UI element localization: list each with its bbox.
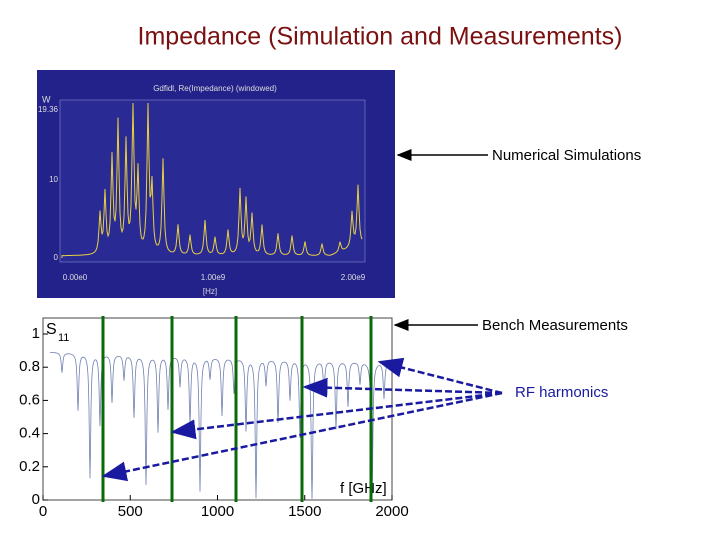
measurement-panel: S 11 f [GHz] 0 0.2 0.4 0.6 0.8 1 0 500 1000 1500 2… [19,316,409,520]
y-tick-label: 1 [32,325,40,342]
annotation: Numerical Simulations [492,147,641,164]
y-axis-label-sub: 11 [58,332,69,344]
y-tick-label: 0 [32,491,40,508]
y-axis-label: S [46,321,57,338]
x-tick-label: 1000 [201,503,234,520]
harmonic-arrow [302,377,503,398]
y-tick-label: 0.4 [19,425,40,442]
x-tick-label: 1500 [288,503,321,520]
x-tick-label: 2000 [375,503,408,520]
harmonic-arrow [377,357,503,395]
x-tick-label: 0.00e0 [63,273,88,282]
annotation: Bench Measurements [482,317,628,334]
annotation: RF harmonics [515,384,608,401]
plot-area [59,99,366,263]
y-tick-label: 19.36 [38,105,59,114]
y-tick-label: 0 [54,253,59,262]
x-tick-label: 2.00e9 [341,273,366,282]
x-axis-label: f [GHz] [340,480,387,497]
x-axis-label: [Hz] [203,287,217,296]
plot-title: Gdfidl, Re(Impedance) (windowed) [153,84,277,93]
x-tick-label: 1.00e9 [201,273,226,282]
plot-area [42,317,393,501]
harmonic-arrow [101,391,503,482]
y-tick-label: 0.6 [19,391,40,408]
harmonic-arrow [170,391,503,440]
y-tick-label: 10 [49,175,58,184]
y-tick-label: 0.8 [19,358,40,375]
x-tick-label: 0 [39,503,47,520]
x-tick-label: 500 [118,503,143,520]
simulation-panel: Gdfidl, Re(Impedance) (windowed) W [Hz] … [37,70,395,298]
slide-title: Impedance (Simulation and Measurements) [138,23,623,51]
spectrum-trace [61,102,363,258]
measurement-trace [49,351,391,500]
y-tick-label: 0.2 [19,458,40,475]
y-unit: W [42,94,51,104]
